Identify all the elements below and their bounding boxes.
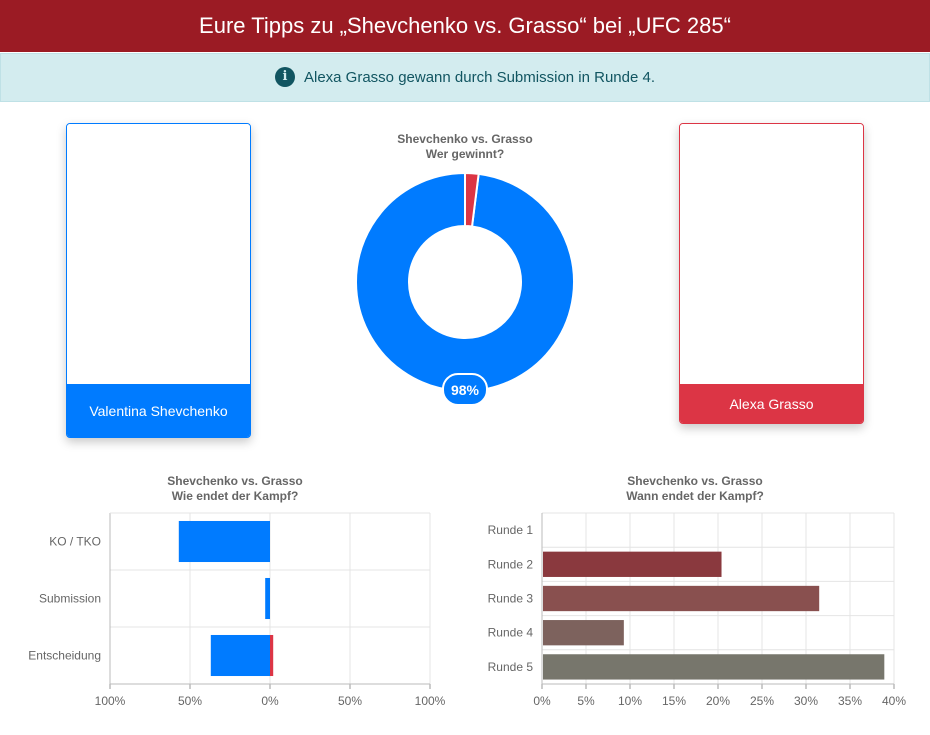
x-tick-label: 50% [178, 694, 202, 708]
x-tick-label: 20% [706, 694, 730, 708]
chart-subtitle: Wie endet der Kampf? [171, 489, 299, 503]
chart-title-round: Shevchenko vs. Grasso Wann endet der Kam… [595, 474, 795, 504]
y-tick-label: Runde 1 [488, 523, 534, 537]
donut-slice [355, 171, 575, 392]
bar [543, 620, 624, 646]
x-tick-label: 25% [750, 694, 774, 708]
donut-label-badge [442, 373, 488, 406]
fighter-card-grasso[interactable]: Alexa Grasso [679, 123, 864, 424]
y-tick-label: Runde 5 [488, 660, 534, 674]
x-tick-label: 0% [533, 694, 551, 708]
bar [543, 551, 722, 577]
y-tick-label: Submission [39, 592, 101, 606]
y-tick-label: Runde 4 [488, 626, 534, 640]
fighter-photo [680, 124, 863, 385]
chart-title: Shevchenko vs. Grasso [627, 474, 763, 488]
fighter-photo [67, 124, 250, 385]
x-tick-label: 40% [882, 694, 906, 708]
fighter-name: Alexa Grasso [680, 384, 863, 423]
chart-subtitle: Wann endet der Kampf? [626, 489, 764, 503]
chart-subtitle: Wer gewinnt? [425, 147, 505, 161]
x-tick-label: 30% [794, 694, 818, 708]
x-tick-label: 100% [415, 694, 446, 708]
alert-text: Alexa Grasso gewann durch Submission in … [303, 69, 656, 86]
fighter-name: Valentina Shevchenko [67, 384, 250, 437]
fighter-card-shevchenko[interactable]: Valentina Shevchenko [66, 123, 251, 438]
chart-title: Shevchenko vs. Grasso [397, 132, 533, 146]
x-tick-label: 35% [838, 694, 862, 708]
x-tick-label: 5% [577, 694, 595, 708]
y-tick-label: Runde 2 [488, 557, 534, 571]
chart-title-method: Shevchenko vs. Grasso Wie endet der Kamp… [135, 474, 335, 504]
bar [543, 654, 885, 680]
x-tick-label: 0% [261, 694, 279, 708]
chart-title: Shevchenko vs. Grasso [167, 474, 303, 488]
page-header: Eure Tipps zu „Shevchenko vs. Grasso“ be… [0, 0, 930, 52]
y-tick-label: KO / TKO [49, 535, 101, 549]
result-alert: i Alexa Grasso gewann durch Submission i… [0, 53, 930, 102]
x-tick-label: 10% [618, 694, 642, 708]
chart-title-winner: Shevchenko vs. Grasso Wer gewinnt? [365, 132, 565, 162]
bar [270, 634, 274, 677]
info-icon: i [274, 66, 295, 87]
y-tick-label: Runde 3 [488, 592, 534, 606]
x-tick-label: 50% [338, 694, 362, 708]
donut-slice [464, 171, 480, 228]
page-title: Eure Tipps zu „Shevchenko vs. Grasso“ be… [199, 13, 731, 38]
y-tick-label: Entscheidung [28, 649, 101, 663]
bar [178, 520, 270, 563]
donut-data-label: 98% [451, 382, 480, 398]
bar [543, 585, 820, 612]
bar [265, 577, 270, 620]
x-tick-label: 15% [662, 694, 686, 708]
x-tick-label: 100% [95, 694, 126, 708]
bar [210, 634, 270, 677]
